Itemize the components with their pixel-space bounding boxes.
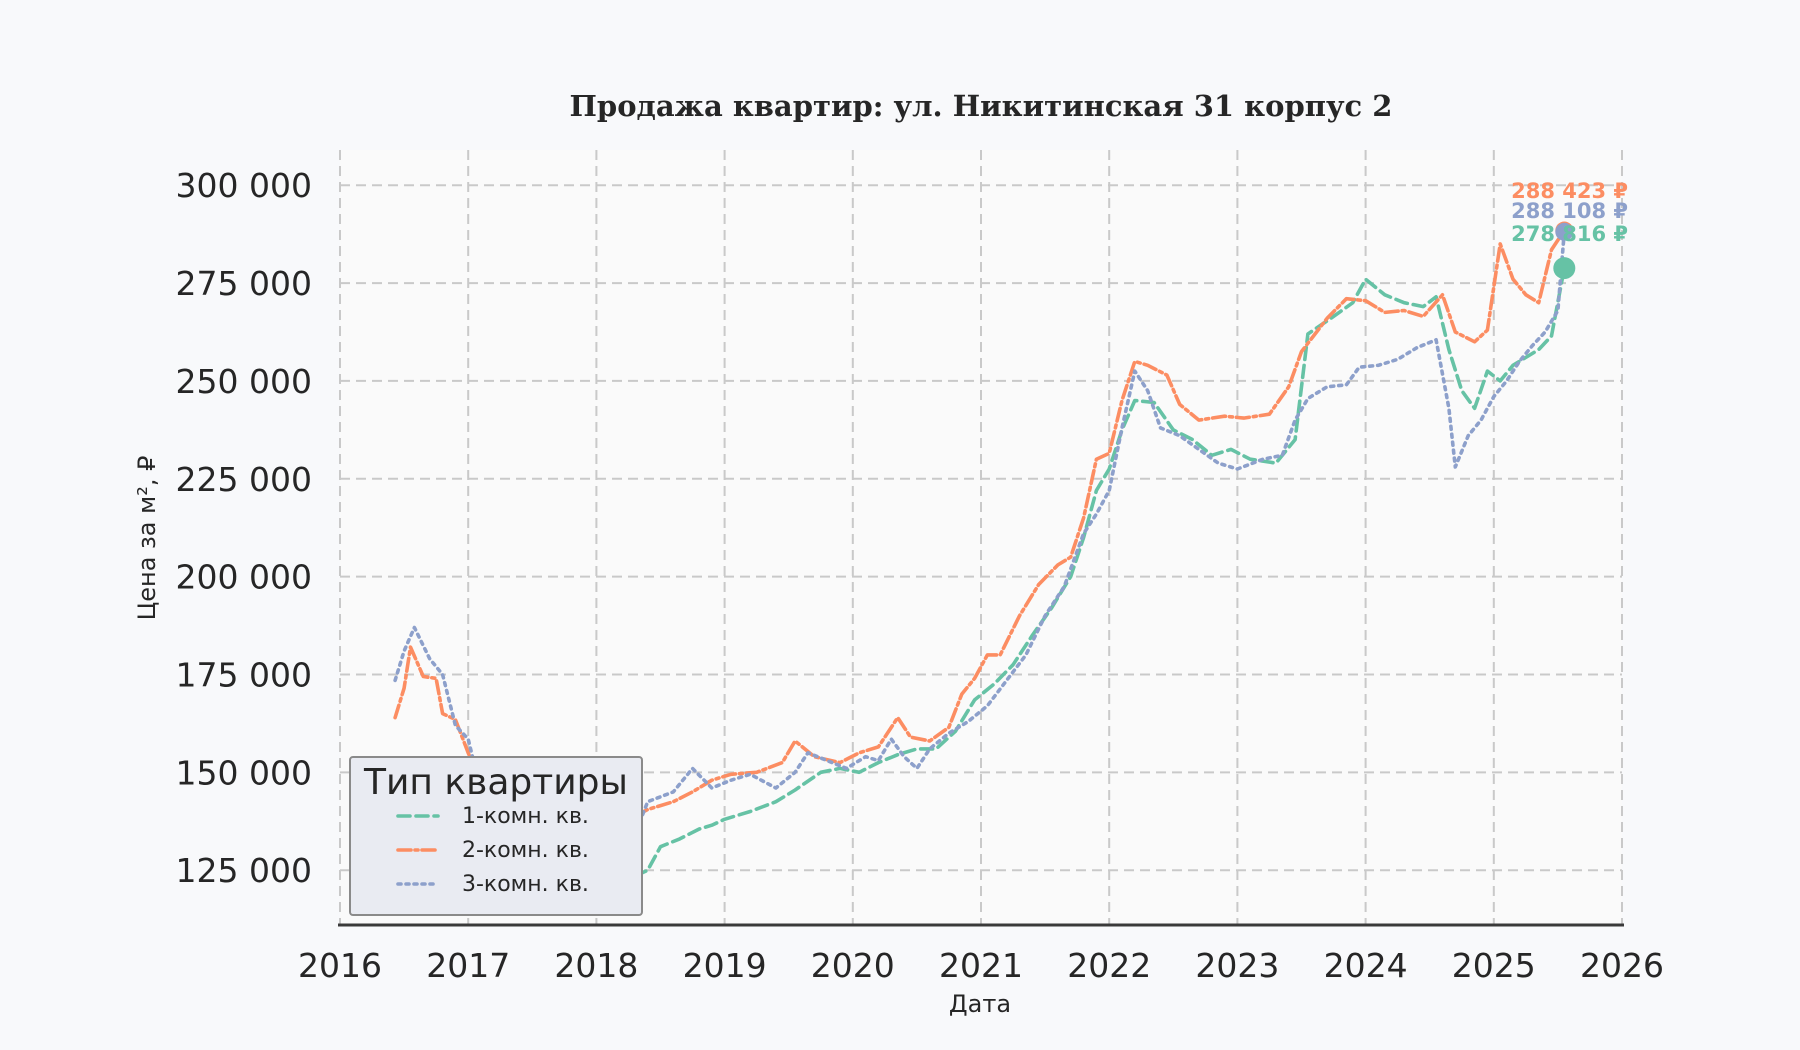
x-axis-label: Дата [949, 990, 1011, 1018]
legend-label: 2-комн. кв. [462, 838, 589, 863]
x-tick-label: 2021 [939, 946, 1023, 985]
x-tick-label: 2026 [1580, 946, 1664, 985]
legend-title: Тип квартиры [363, 762, 628, 803]
legend: Тип квартиры 1-комн. кв. 2-комн. кв. 3-ком… [349, 756, 643, 916]
end-value-label: 278 816 ₽ [1511, 222, 1628, 246]
y-tick-label: 250 000 [176, 362, 312, 401]
x-tick-labels: 2016 2017 2018 2019 2020 2021 2022 2023 2024 2025… [298, 946, 1664, 985]
x-tick-label: 2022 [1067, 946, 1151, 985]
end-value-label: 288 423 ₽ [1511, 179, 1628, 203]
series-line-1 [633, 266, 1567, 878]
legend-label: 1-комн. кв. [462, 804, 589, 829]
end-marker [1555, 222, 1574, 241]
end-value-labels: 288 423 ₽288 108 ₽278 816 ₽ [1511, 179, 1628, 246]
x-tick-label: 2016 [298, 946, 382, 985]
y-tick-label: 300 000 [176, 166, 312, 205]
y-tick-label: 175 000 [176, 655, 312, 694]
y-tick-label: 200 000 [176, 558, 312, 597]
end-marker [1553, 257, 1576, 280]
series-line-3 [393, 230, 1567, 880]
y-tick-label: 150 000 [176, 753, 312, 792]
end-markers [1553, 221, 1576, 280]
legend-box [349, 756, 643, 916]
x-tick-label: 2025 [1452, 946, 1536, 985]
y-tick-label: 225 000 [176, 460, 312, 499]
y-tick-labels: 125 000 150 000 175 000 200 000 225 000 250 0… [176, 166, 312, 890]
x-tick-label: 2019 [683, 946, 767, 985]
legend-items: 1-комн. кв. 2-комн. кв. 3-комн. кв. [396, 804, 589, 897]
chart-title: Продажа квартир: ул. Никитинская 31 корп… [570, 89, 1393, 123]
y-tick-label: 275 000 [176, 264, 312, 303]
y-axis-label: Цена за м², ₽ [133, 456, 161, 621]
x-tick-label: 2018 [554, 946, 638, 985]
x-tick-label: 2017 [426, 946, 510, 985]
x-tick-label: 2023 [1195, 946, 1279, 985]
y-tick-label: 125 000 [176, 851, 312, 890]
series-line-2 [393, 228, 1567, 831]
series-layer [393, 228, 1567, 880]
end-value-label: 288 108 ₽ [1511, 199, 1628, 223]
x-tick-label: 2020 [811, 946, 895, 985]
x-tick-label: 2024 [1324, 946, 1408, 985]
legend-label: 3-комн. кв. [462, 872, 589, 897]
